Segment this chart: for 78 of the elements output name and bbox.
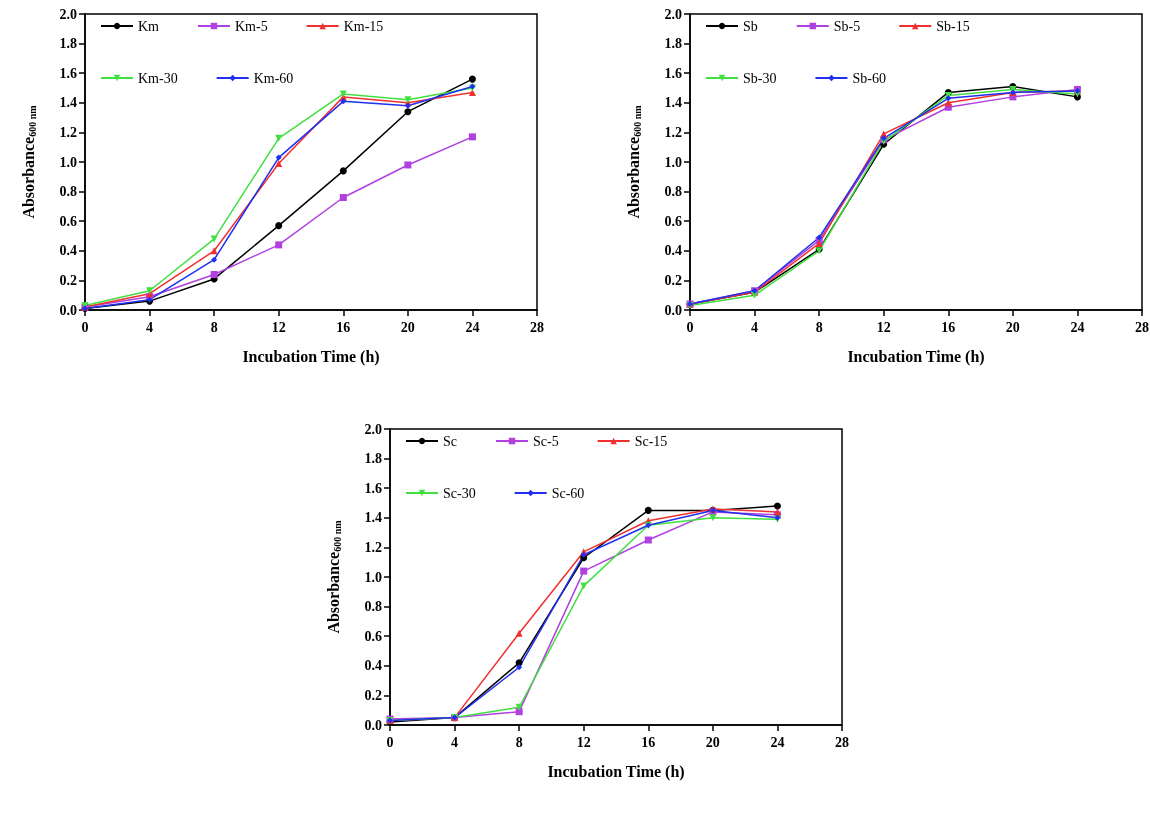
x-tick-label: 16 [641,734,656,750]
legend-label: Km-30 [138,70,178,86]
legend-label: Sc [443,433,457,449]
x-axis-title: Incubation Time (h) [242,347,380,366]
y-tick-label: 2.0 [664,6,682,22]
legend-label: Sb-30 [743,70,777,86]
y-tick-label: 0.0 [59,302,77,318]
x-tick-label: 4 [146,319,154,335]
legend-label: Km-15 [343,18,384,34]
y-axis-title: Absorbance600 nm [624,104,643,219]
x-tick-label: 0 [386,734,394,750]
legend-label: Sb [743,18,758,34]
x-tick-label: 0 [686,319,694,335]
x-tick-label: 24 [1070,319,1085,335]
x-tick-label: 12 [876,319,891,335]
y-tick-label: 0.8 [59,184,77,200]
y-tick-label: 0.4 [59,243,77,259]
y-tick-label: 0.4 [364,658,382,674]
x-tick-label: 20 [705,734,720,750]
y-tick-label: 1.0 [364,569,382,585]
x-tick-label: 28 [530,319,544,335]
legend-label: Km [138,18,160,34]
y-tick-label: 1.8 [364,451,382,467]
y-axis-title: Absorbance600 nm [324,519,343,634]
x-axis-title: Incubation Time (h) [547,762,685,781]
legend-label: Km-5 [235,18,268,34]
y-tick-label: 1.0 [664,154,682,170]
y-tick-label: 0.0 [364,717,382,733]
x-tick-label: 0 [81,319,89,335]
x-tick-label: 16 [941,319,956,335]
x-tick-label: 20 [400,319,415,335]
x-tick-label: 12 [576,734,591,750]
y-tick-label: 1.2 [664,124,682,140]
x-tick-label: 24 [770,734,785,750]
legend-label: Sb-15 [936,18,970,34]
x-tick-label: 4 [751,319,759,335]
legend-label: Sc-5 [533,433,559,449]
y-tick-label: 1.8 [664,36,682,52]
y-tick-label: 0.6 [664,213,682,229]
y-tick-label: 0.2 [59,272,77,288]
y-tick-label: 1.6 [364,480,382,496]
y-tick-label: 0.8 [364,599,382,615]
y-tick-label: 0.0 [664,302,682,318]
legend-label: Sc-30 [443,485,476,501]
y-tick-label: 2.0 [364,421,382,437]
y-tick-label: 2.0 [59,6,77,22]
y-tick-label: 1.0 [59,154,77,170]
y-axis-title: Absorbance600 nm [19,104,38,219]
y-tick-label: 1.4 [664,95,682,111]
y-tick-label: 1.2 [364,539,382,555]
legend-label: Sc-60 [551,485,585,501]
x-tick-label: 4 [451,734,459,750]
y-tick-label: 1.8 [59,36,77,52]
x-tick-label: 24 [465,319,480,335]
y-tick-label: 1.4 [59,95,77,111]
y-tick-label: 1.6 [664,65,682,81]
x-axis-title: Incubation Time (h) [847,347,985,366]
legend-label: Km-60 [253,70,294,86]
y-tick-label: 0.6 [59,213,77,229]
x-tick-label: 8 [515,734,523,750]
x-tick-label: 12 [271,319,286,335]
y-tick-label: 0.6 [364,628,382,644]
x-tick-label: 16 [336,319,351,335]
y-tick-label: 0.4 [664,243,682,259]
y-tick-label: 1.2 [59,124,77,140]
x-tick-label: 8 [210,319,218,335]
legend-label: Sc-15 [634,433,668,449]
y-tick-label: 0.2 [364,687,382,703]
y-tick-label: 0.2 [664,272,682,288]
x-tick-label: 28 [835,734,849,750]
x-tick-label: 20 [1005,319,1020,335]
legend-label: Sb-5 [833,18,861,34]
y-tick-label: 0.8 [664,184,682,200]
y-tick-label: 1.6 [59,65,77,81]
x-tick-label: 8 [815,319,823,335]
y-tick-label: 1.4 [364,510,382,526]
legend-label: Sb-60 [852,70,886,86]
x-tick-label: 28 [1135,319,1149,335]
